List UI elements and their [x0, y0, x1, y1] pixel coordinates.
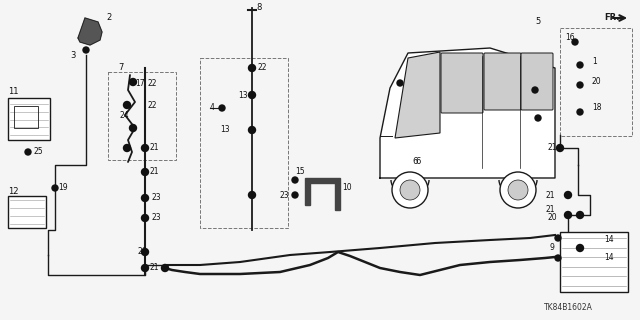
Bar — [560, 28, 632, 136]
Bar — [108, 72, 176, 160]
Circle shape — [83, 47, 89, 53]
Bar — [560, 232, 628, 292]
Text: 22: 22 — [148, 79, 157, 89]
Circle shape — [248, 126, 255, 133]
Text: 21: 21 — [548, 143, 557, 153]
Text: 23: 23 — [152, 213, 162, 222]
Text: 22: 22 — [148, 100, 157, 109]
Text: 17: 17 — [135, 79, 145, 89]
Circle shape — [248, 65, 255, 71]
Circle shape — [141, 214, 148, 221]
Text: TK84B1602A: TK84B1602A — [543, 303, 593, 312]
Circle shape — [508, 180, 528, 200]
Text: 23: 23 — [152, 194, 162, 203]
Circle shape — [141, 195, 148, 202]
Circle shape — [141, 145, 148, 151]
Circle shape — [52, 185, 58, 191]
Text: 13: 13 — [238, 91, 248, 100]
Text: 12: 12 — [8, 187, 19, 196]
Circle shape — [292, 192, 298, 198]
Polygon shape — [380, 48, 555, 178]
Text: 20: 20 — [548, 213, 557, 222]
Bar — [8, 196, 46, 228]
Text: 4: 4 — [210, 103, 215, 113]
Circle shape — [577, 82, 583, 88]
Circle shape — [392, 172, 428, 208]
Circle shape — [564, 191, 572, 198]
Circle shape — [577, 244, 584, 252]
FancyBboxPatch shape — [441, 53, 483, 113]
Bar — [14, 106, 38, 128]
Text: 21: 21 — [545, 205, 555, 214]
Text: 18: 18 — [592, 103, 602, 113]
Text: 8: 8 — [256, 4, 261, 12]
Circle shape — [577, 62, 583, 68]
Text: 21: 21 — [150, 167, 159, 177]
Circle shape — [400, 180, 420, 200]
Text: 24: 24 — [120, 111, 130, 121]
Text: 14: 14 — [604, 236, 614, 244]
Text: 3: 3 — [70, 51, 76, 60]
Text: 23: 23 — [280, 190, 290, 199]
Circle shape — [219, 105, 225, 111]
Circle shape — [557, 145, 563, 151]
Text: 20: 20 — [592, 77, 602, 86]
Text: 9: 9 — [550, 244, 555, 252]
Circle shape — [555, 235, 561, 241]
Text: 6: 6 — [415, 157, 420, 166]
Polygon shape — [395, 52, 440, 138]
Circle shape — [124, 101, 131, 108]
Circle shape — [141, 249, 148, 255]
Circle shape — [500, 172, 536, 208]
Text: 7: 7 — [118, 63, 124, 73]
Text: 25: 25 — [34, 148, 44, 156]
Text: 6: 6 — [412, 157, 417, 166]
Text: 16: 16 — [565, 34, 575, 43]
Text: FR.: FR. — [604, 13, 620, 22]
Text: 5: 5 — [535, 18, 540, 27]
Text: 11: 11 — [8, 87, 19, 97]
Bar — [200, 58, 288, 228]
Circle shape — [124, 145, 131, 151]
Circle shape — [577, 109, 583, 115]
Text: 22: 22 — [258, 63, 268, 73]
Circle shape — [532, 87, 538, 93]
Circle shape — [292, 177, 298, 183]
Circle shape — [129, 78, 136, 85]
Circle shape — [129, 124, 136, 132]
Text: 10: 10 — [342, 183, 351, 193]
Circle shape — [535, 115, 541, 121]
Polygon shape — [78, 18, 102, 45]
Circle shape — [397, 80, 403, 86]
Circle shape — [555, 255, 561, 261]
Circle shape — [564, 212, 572, 219]
Text: 1: 1 — [592, 58, 596, 67]
Text: 21: 21 — [150, 263, 159, 273]
Text: 21: 21 — [150, 143, 159, 153]
Polygon shape — [305, 178, 340, 210]
Text: 13: 13 — [220, 125, 230, 134]
Circle shape — [577, 212, 584, 219]
Circle shape — [161, 265, 168, 271]
Text: 21: 21 — [545, 190, 555, 199]
FancyBboxPatch shape — [484, 53, 521, 110]
Circle shape — [248, 191, 255, 198]
Circle shape — [572, 39, 578, 45]
Circle shape — [25, 149, 31, 155]
Text: 14: 14 — [604, 253, 614, 262]
Text: 19: 19 — [58, 183, 68, 193]
FancyBboxPatch shape — [521, 53, 553, 110]
Circle shape — [141, 265, 148, 271]
Text: 2: 2 — [106, 13, 111, 22]
Circle shape — [141, 169, 148, 175]
Text: 26: 26 — [138, 247, 148, 257]
Bar — [8, 98, 50, 140]
Text: 15: 15 — [295, 167, 305, 177]
Circle shape — [248, 92, 255, 99]
